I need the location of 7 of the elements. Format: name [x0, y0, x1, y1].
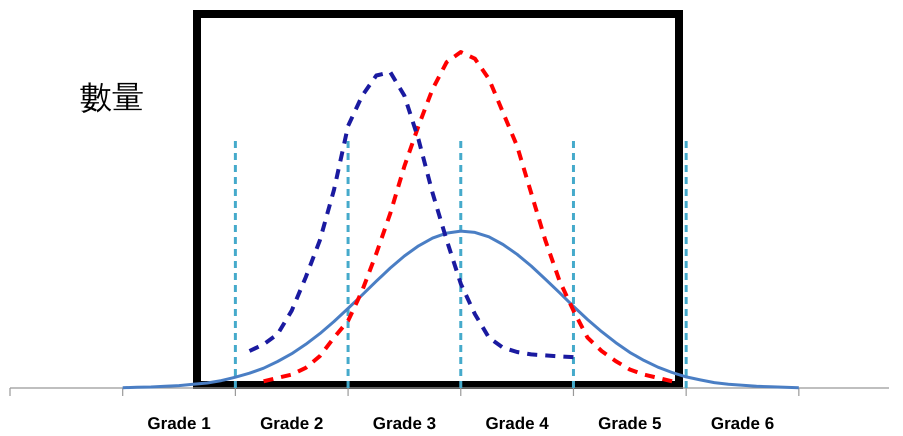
x-tick-label: Grade 3	[372, 414, 436, 433]
ylabel: 數量	[80, 79, 144, 115]
x-tick-label: Grade 5	[598, 414, 662, 433]
x-tick-label: Grade 4	[485, 414, 550, 433]
x-tick-label: Grade 2	[260, 414, 324, 433]
x-tick-label: Grade 6	[710, 414, 774, 433]
x-tick-label: Grade 1	[147, 414, 211, 433]
